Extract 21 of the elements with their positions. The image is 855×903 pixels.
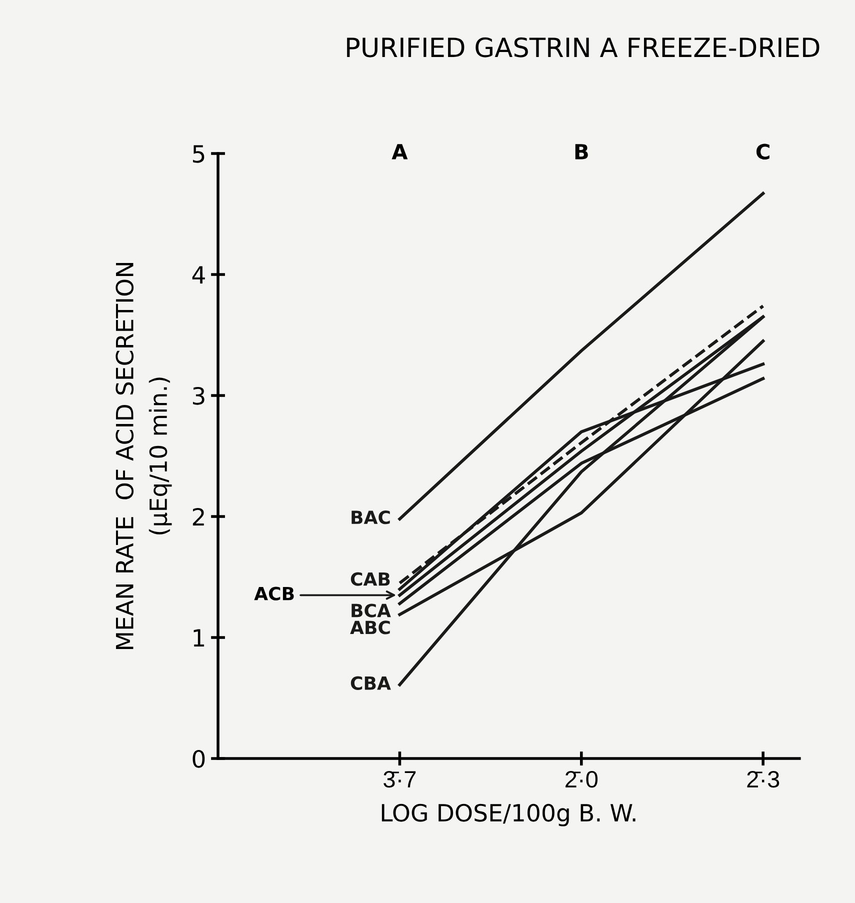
series-label: ABC: [350, 620, 390, 634]
series-label: BAC: [352, 510, 390, 524]
y-axis-title: MEAN RATE OF ACID SECRETION (μEq/10 min.): [116, 263, 172, 650]
x-tick-label: 2̄·3: [747, 770, 780, 788]
y-tick-label: 2: [192, 508, 204, 526]
x-tick-label: 2̄·0: [566, 770, 598, 788]
x-tick-label: 3̄·7: [384, 770, 416, 788]
series-label: CBA: [350, 676, 391, 690]
series-label: BCA: [352, 604, 391, 618]
text: ACB: [254, 586, 294, 600]
annotation: A: [392, 144, 408, 160]
y-tick-label: 3: [192, 386, 204, 405]
series-label: CAB: [350, 572, 390, 586]
annotation: C: [756, 144, 770, 160]
y-tick-label: 0: [192, 750, 205, 768]
chart-title: PURIFIED GASTRIN A FREEZE-DRIED: [347, 37, 820, 58]
x-axis-title: LOG DOSE/100g B. W.: [382, 804, 636, 826]
y-tick-label: 5: [193, 145, 204, 163]
annotation: B: [575, 144, 588, 160]
y-tick-label: 4: [192, 266, 205, 284]
y-tick-label: 1: [194, 629, 204, 646]
